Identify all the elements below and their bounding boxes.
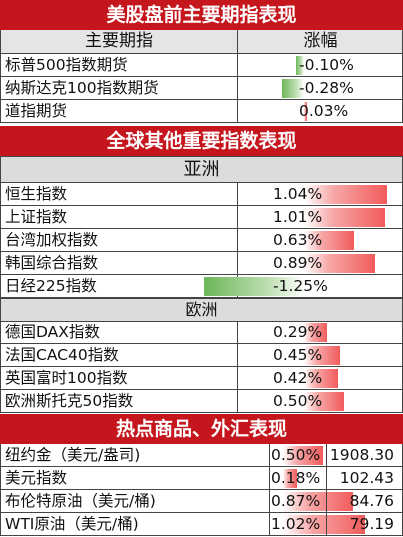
change-bar-up xyxy=(283,446,323,465)
column-divider xyxy=(237,321,238,343)
change-percent: -0.28% xyxy=(299,79,354,97)
table-row: 标普500指数期货 -0.10% xyxy=(0,54,403,77)
commodities-fx-title: 热点商品、外汇表现 xyxy=(0,414,403,444)
index-name: 美元指数 xyxy=(5,469,68,487)
change-bar-up xyxy=(304,346,340,365)
change-bar-up xyxy=(304,369,338,388)
column-divider xyxy=(237,100,238,122)
change-bar-up xyxy=(283,515,365,534)
change-percent: 0.50% xyxy=(273,392,323,410)
change-bar-down xyxy=(281,79,304,98)
index-name: 恒生指数 xyxy=(5,185,68,203)
column-divider xyxy=(269,513,270,535)
change-percent: 0.89% xyxy=(273,254,323,272)
column-divider xyxy=(237,367,238,389)
change-percent: 1.04% xyxy=(273,185,323,203)
index-name: 上证指数 xyxy=(5,208,68,226)
change-bar-down xyxy=(204,277,304,296)
column-divider xyxy=(326,467,327,489)
change-bar-down xyxy=(296,56,304,75)
index-name: 韩国综合指数 xyxy=(5,254,99,272)
table-row: 美元指数 0.18% 102.43 xyxy=(0,467,403,490)
europe-region-label: 欧洲 xyxy=(0,298,403,322)
price-value: 84.76 xyxy=(349,492,394,510)
change-percent: -1.25% xyxy=(273,277,328,295)
price-value: 79.19 xyxy=(349,515,394,533)
column-divider xyxy=(237,344,238,366)
change-column-header: 涨幅 xyxy=(303,31,338,51)
index-name: 法国CAC40指数 xyxy=(5,346,119,364)
index-name: 英国富时100指数 xyxy=(5,369,128,387)
change-percent: 0.87% xyxy=(271,492,321,510)
change-bar-up xyxy=(304,392,344,411)
column-divider xyxy=(237,183,238,205)
table-row: 台湾加权指数 0.63% xyxy=(0,229,403,252)
table-row: 英国富时100指数 0.42% xyxy=(0,367,403,390)
index-name: 道指期货 xyxy=(5,102,68,120)
column-divider xyxy=(237,54,238,76)
change-percent: 0.03% xyxy=(299,102,349,120)
change-bar-up xyxy=(304,185,388,204)
change-bar-up xyxy=(304,323,328,342)
change-bar-up xyxy=(304,231,355,250)
change-percent: 0.45% xyxy=(273,346,323,364)
table-row: 法国CAC40指数 0.45% xyxy=(0,344,403,367)
index-name: WTI原油（美元/桶) xyxy=(5,515,139,533)
table-row: 布伦特原油（美元/桶) 0.87% 84.76 xyxy=(0,490,403,513)
column-divider xyxy=(237,30,238,53)
asia-region-label: 亚洲 xyxy=(0,156,403,183)
change-percent: 0.18% xyxy=(271,469,321,487)
index-name: 纳斯达克100指数期货 xyxy=(5,79,159,97)
index-name: 标普500指数期货 xyxy=(5,56,128,74)
table-row: 德国DAX指数 0.29% xyxy=(0,321,403,344)
change-percent: 1.02% xyxy=(271,515,321,533)
price-value: 102.43 xyxy=(339,469,394,487)
us-futures-header: 主要期指 涨幅 xyxy=(0,30,403,54)
table-row: 纽约金（美元/盎司) 0.50% 1908.30 xyxy=(0,444,403,467)
column-divider xyxy=(269,444,270,466)
change-percent: 0.63% xyxy=(273,231,323,249)
column-divider xyxy=(269,490,270,512)
index-name: 纽约金（美元/盎司) xyxy=(5,446,141,464)
index-name: 布伦特原油（美元/桶) xyxy=(5,492,156,510)
table-row: 韩国综合指数 0.89% xyxy=(0,252,403,275)
table-row: WTI原油（美元/桶) 1.02% 79.19 xyxy=(0,513,403,536)
column-divider xyxy=(269,467,270,489)
us-futures-title: 美股盘前主要期指表现 xyxy=(0,0,403,30)
table-row: 恒生指数 1.04% xyxy=(0,183,403,206)
change-percent: 1.01% xyxy=(273,208,323,226)
table-row: 欧洲斯托克50指数 0.50% xyxy=(0,390,403,413)
name-column-header: 主要期指 xyxy=(85,31,153,51)
change-bar-up xyxy=(304,254,376,273)
price-value: 1908.30 xyxy=(329,446,394,464)
column-divider xyxy=(326,513,327,535)
change-bar-up xyxy=(304,208,385,227)
change-bar-up xyxy=(283,492,353,511)
table-row: 日经225指数 -1.25% xyxy=(0,275,403,298)
column-divider xyxy=(237,77,238,99)
change-percent: 0.42% xyxy=(273,369,323,387)
table-row: 上证指数 1.01% xyxy=(0,206,403,229)
global-indices-title: 全球其他重要指数表现 xyxy=(0,126,403,156)
column-divider xyxy=(326,490,327,512)
index-name: 台湾加权指数 xyxy=(5,231,99,249)
index-name: 日经225指数 xyxy=(5,277,97,295)
change-percent: 0.29% xyxy=(273,323,323,341)
column-divider xyxy=(326,444,327,466)
table-row: 纳斯达克100指数期货 -0.28% xyxy=(0,77,403,100)
index-name: 德国DAX指数 xyxy=(5,323,100,341)
change-bar-up xyxy=(304,102,307,121)
index-name: 欧洲斯托克50指数 xyxy=(5,392,134,410)
change-bar-up xyxy=(283,469,298,488)
column-divider xyxy=(237,252,238,274)
change-percent: -0.10% xyxy=(299,56,354,74)
table-row: 道指期货 0.03% xyxy=(0,100,403,123)
column-divider xyxy=(237,229,238,251)
column-divider xyxy=(237,390,238,412)
change-percent: 0.50% xyxy=(271,446,321,464)
column-divider xyxy=(237,206,238,228)
